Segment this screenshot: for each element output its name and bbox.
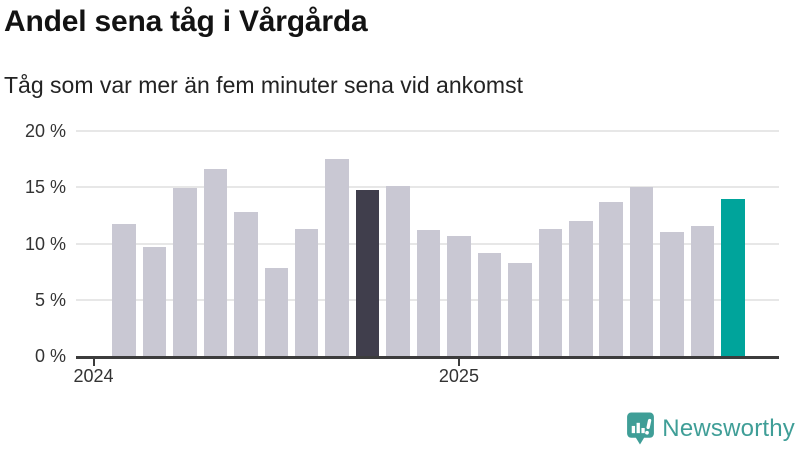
bar-2025-03: [508, 262, 532, 356]
bar-2024-12: [416, 230, 441, 356]
chart-title: Andel sena tåg i Vårgårda: [4, 5, 368, 38]
x-axis-line: [76, 356, 779, 359]
bar-2024-02: [112, 224, 136, 356]
x-tick-2024: [92, 359, 95, 366]
bar-2025-10: [721, 198, 745, 356]
bar-2024-04: [173, 188, 197, 356]
y-label-15: 15 %: [24, 177, 66, 198]
x-tick-2025: [457, 359, 460, 366]
bar-2024-09: [325, 159, 349, 356]
bar-2024-11: [386, 186, 410, 356]
bar-2024-10: [355, 189, 380, 356]
y-label-5: 5 %: [34, 289, 66, 310]
logo-bar-1: [632, 425, 636, 434]
bar-2025-07: [629, 187, 654, 356]
x-label-2024: 2024: [73, 366, 114, 386]
bar-2024-07: [264, 268, 288, 356]
x-label-2025: 2025: [438, 366, 479, 386]
bar-2025-02: [477, 252, 502, 356]
bar-2024-06: [234, 212, 258, 356]
bar-2025-06: [599, 201, 623, 356]
gridline-15: [76, 186, 779, 189]
bar-2025-05: [569, 221, 593, 356]
y-label-10: 10 %: [24, 233, 66, 254]
bar-2025-09: [690, 225, 715, 356]
bar-2025-01: [447, 235, 471, 356]
logo-exclamation: [645, 418, 652, 435]
newsworthy-logo: Newsworthy: [626, 412, 795, 445]
bar-2024-08: [294, 228, 319, 356]
bar-2024-05: [203, 169, 228, 356]
logo-bar-2: [636, 422, 641, 434]
newsworthy-bubble-icon: [627, 412, 655, 445]
gridline-20: [76, 130, 779, 132]
bar-2025-08: [660, 232, 684, 356]
plot-area: [76, 130, 779, 356]
y-label-0: 0 %: [34, 346, 66, 366]
logo-bar-3: [641, 427, 646, 434]
newsworthy-wordmark: Newsworthy: [662, 414, 795, 442]
bar-2025-04: [538, 228, 563, 356]
bar-2024-03: [142, 246, 167, 356]
y-label-20: 20 %: [24, 121, 66, 141]
chart-subtitle: Tåg som var mer än fem minuter sena vid …: [4, 72, 523, 98]
